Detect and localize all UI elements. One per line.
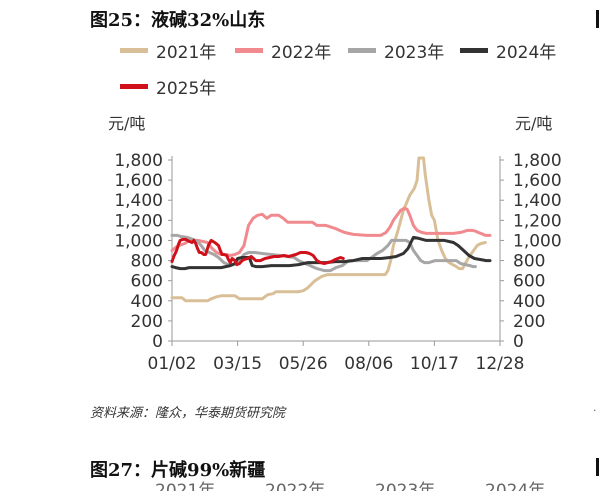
y-tick-label-left: 1,800 [114, 151, 163, 171]
next-legend-label: 2022年 [265, 481, 326, 491]
adjacent-source-edge: · [593, 404, 597, 417]
legend-swatch-2023 [348, 48, 376, 53]
adjacent-next-title-edge [596, 458, 599, 476]
next-legend-label: 2024年 [485, 481, 546, 491]
next-legend-label: 2021年 [155, 481, 216, 491]
axes-layer [168, 156, 504, 346]
y-tick-label-right: 1,600 [513, 171, 562, 191]
series-line-2023 [170, 233, 477, 273]
legend-label-2024: 2024年 [496, 43, 557, 63]
y-tick-label-right: 800 [513, 252, 545, 272]
legend-item-2021: 2021年 [120, 38, 216, 63]
y-tick-label-left: 1,600 [114, 171, 163, 191]
legend-swatch-2024 [460, 48, 488, 53]
y-tick-label-right: 1,000 [513, 231, 562, 251]
legend-label-2025: 2025年 [156, 79, 217, 99]
source-note: 资料来源：隆众，华泰期货研究院 [90, 406, 286, 421]
legend-item-2023: 2023年 [348, 38, 444, 63]
x-tick-label: 03/15 [213, 354, 262, 374]
y-tick-label-right: 200 [513, 312, 545, 332]
y-tick-label-right: 0 [513, 332, 524, 352]
legend-item-2024: 2024年 [460, 38, 556, 63]
series-line-2025 [170, 237, 345, 267]
x-tick-label: 10/17 [410, 354, 459, 374]
y-tick-label-right: 400 [513, 292, 545, 312]
y-tick-label-left: 600 [131, 272, 163, 292]
y-tick-label-left: 200 [131, 312, 163, 332]
x-tick-label: 12/28 [476, 354, 525, 374]
series-line-2021 [170, 156, 487, 303]
y-tick-label-right: 1,400 [513, 191, 562, 211]
y-axis-unit-left: 元/吨 [108, 114, 146, 133]
series-layer [170, 156, 492, 303]
legend-item-2025: 2025年 [120, 74, 216, 99]
x-tick-label: 01/02 [148, 354, 197, 374]
next-figure-legend-partial: 2021年 2022年 2023年 2024年 [155, 480, 575, 491]
legend-swatch-2025 [120, 84, 148, 89]
y-tick-label-right: 1,800 [513, 151, 562, 171]
y-tick-label-right: 1,200 [513, 211, 562, 231]
legend-label-2022: 2022年 [271, 43, 332, 63]
legend-swatch-2022 [235, 48, 263, 53]
legend-swatch-2021 [120, 48, 148, 53]
y-tick-label-left: 1,400 [114, 191, 163, 211]
legend-label-2021: 2021年 [156, 43, 217, 63]
figure-title: 图25：液碱32%山东 [90, 10, 266, 31]
y-tick-label-left: 800 [131, 252, 163, 272]
y-axis-unit-right: 元/吨 [515, 114, 553, 133]
y-tick-label-left: 400 [131, 292, 163, 312]
legend-item-2022: 2022年 [235, 38, 331, 63]
next-legend-label: 2023年 [375, 481, 436, 491]
x-tick-label: 05/26 [279, 354, 328, 374]
adjacent-figure-title-edge [596, 10, 599, 28]
y-tick-label-left: 0 [152, 332, 163, 352]
legend-label-2023: 2023年 [384, 43, 445, 63]
x-tick-label: 08/06 [344, 354, 393, 374]
next-figure-title: 图27：片碱99%新疆 [90, 460, 266, 481]
y-tick-label-right: 600 [513, 272, 545, 292]
y-tick-label-left: 1,200 [114, 211, 163, 231]
y-tick-label-left: 1,000 [114, 231, 163, 251]
